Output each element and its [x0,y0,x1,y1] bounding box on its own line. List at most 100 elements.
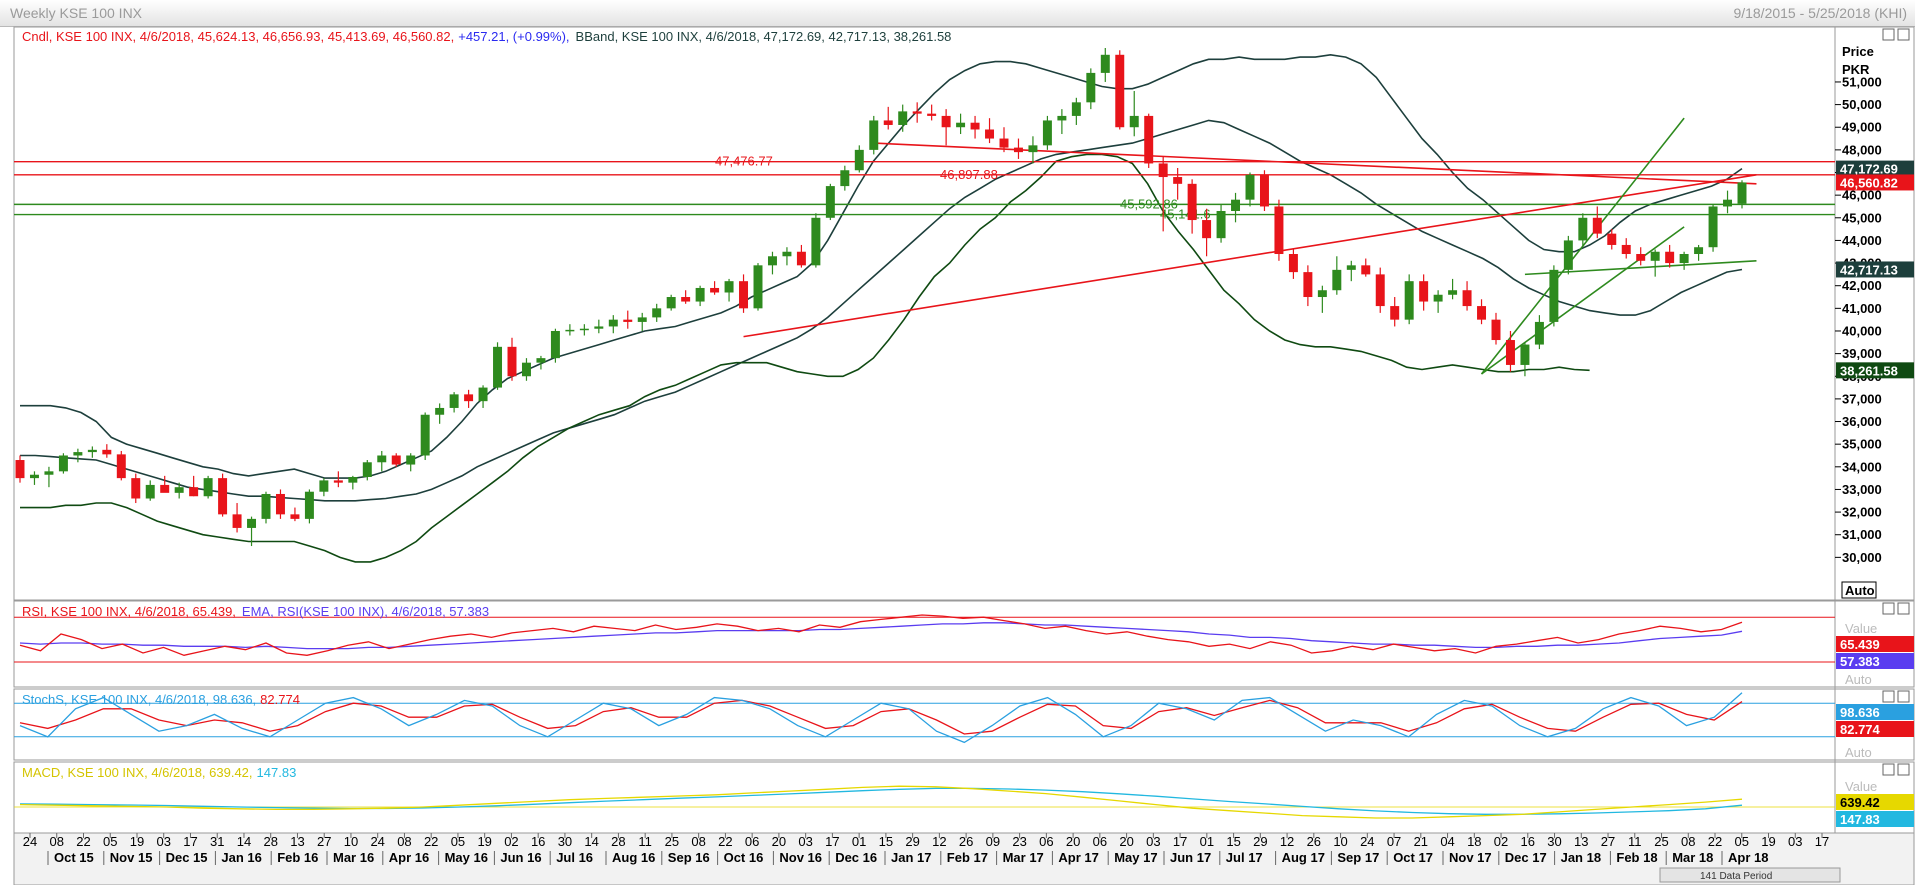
candle-body[interactable] [1694,247,1704,255]
candle-body[interactable] [1245,174,1255,200]
candle-body[interactable] [102,449,112,455]
candle-body[interactable] [1231,199,1241,211]
candle-body[interactable] [941,115,951,128]
trendline-flat-support[interactable] [1524,260,1757,276]
candle-body[interactable] [319,480,329,492]
candle-body[interactable] [1013,147,1023,153]
candle-body[interactable] [1173,177,1183,184]
candle-body[interactable] [796,251,806,266]
candle-body[interactable] [1607,233,1617,245]
candle-body[interactable] [637,317,647,322]
candle-body[interactable] [478,387,488,402]
candle-body[interactable] [58,455,68,472]
candle-body[interactable] [131,478,141,499]
candle-body[interactable] [189,487,199,497]
candle-body[interactable] [579,328,589,331]
candle-body[interactable] [160,484,170,493]
candle-body[interactable] [956,122,966,128]
candle-body[interactable] [1578,217,1588,241]
candle-body[interactable] [985,129,995,139]
candle-body[interactable] [218,478,228,515]
candle-body[interactable] [1419,281,1429,302]
candle-body[interactable] [869,120,879,150]
candle-body[interactable] [767,256,777,266]
candle-body[interactable] [145,484,155,499]
candle-body[interactable] [247,518,257,528]
stoch-panel-buttons[interactable] [1882,690,1910,703]
candle-body[interactable] [1071,102,1081,116]
price-auto-scale-button[interactable]: Auto [1845,583,1875,598]
candle-body[interactable] [1534,321,1544,345]
rsi-auto-label[interactable]: Auto [1845,672,1872,687]
candle-body[interactable] [1520,344,1530,365]
rsi-panel-buttons[interactable] [1882,602,1910,615]
candle-body[interactable] [1361,265,1371,275]
candle-body[interactable] [1288,254,1298,273]
candle-body[interactable] [420,414,430,456]
candle-body[interactable] [594,326,604,329]
candle-body[interactable] [1158,163,1168,178]
stoch-auto-label[interactable]: Auto [1845,745,1872,760]
candle-body[interactable] [1375,274,1385,307]
trendline-support[interactable] [743,173,1757,338]
candle-body[interactable] [1057,115,1067,121]
candle-body[interactable] [29,474,39,479]
candle-body[interactable] [536,358,546,363]
candle-body[interactable] [1332,269,1342,291]
candle-body[interactable] [681,297,691,302]
candle-body[interactable] [883,120,893,125]
candle-body[interactable] [710,287,720,293]
candle-body[interactable] [623,319,633,322]
trendline-channel-lower[interactable] [1481,226,1685,375]
candle-body[interactable] [15,460,25,479]
candle-body[interactable] [44,471,54,475]
candle-body[interactable] [782,251,792,257]
candle-body[interactable] [1679,254,1689,264]
candle-body[interactable] [464,394,474,402]
candle-body[interactable] [1259,174,1269,207]
candle-body[interactable] [1477,306,1487,320]
candle-body[interactable] [87,449,97,453]
candle-body[interactable] [854,149,864,171]
candle-body[interactable] [1390,306,1400,320]
candle-body[interactable] [1650,251,1660,261]
candle-body[interactable] [1505,340,1515,365]
candle-body[interactable] [1274,206,1284,255]
candle-body[interactable] [261,493,271,519]
candle-body[interactable] [666,297,676,309]
macd-panel-buttons[interactable] [1882,763,1910,776]
candle-body[interactable] [1448,290,1458,295]
candle-body[interactable] [1187,183,1197,221]
candle-body[interactable] [1491,319,1501,341]
candle-body[interactable] [753,265,763,309]
candle-body[interactable] [811,217,821,266]
candle-body[interactable] [970,122,980,130]
candle-body[interactable] [898,111,908,125]
candle-body[interactable] [1621,244,1631,255]
candle-body[interactable] [1404,281,1414,320]
candle-body[interactable] [275,493,285,515]
candle-body[interactable] [1100,54,1110,73]
candle-body[interactable] [1042,120,1052,146]
candle-body[interactable] [1317,290,1327,298]
candle-body[interactable] [1028,145,1038,153]
candle-body[interactable] [1549,269,1559,322]
candle-body[interactable] [1346,265,1356,270]
candle-body[interactable] [652,308,662,318]
candle-body[interactable] [565,329,575,332]
candle-body[interactable] [1202,220,1212,239]
candle-body[interactable] [927,113,937,116]
candle-body[interactable] [391,455,401,465]
candle-body[interactable] [840,170,850,187]
candle-body[interactable] [290,514,300,519]
candle-body[interactable] [435,407,445,415]
candle-body[interactable] [1592,217,1602,234]
candle-body[interactable] [362,462,372,477]
candle-body[interactable] [1737,182,1747,204]
candle-body[interactable] [116,454,126,479]
candle-body[interactable] [1563,240,1573,270]
candle-body[interactable] [348,476,358,483]
candle-body[interactable] [1708,206,1718,248]
candle-body[interactable] [1433,294,1443,302]
candle-body[interactable] [521,362,531,377]
